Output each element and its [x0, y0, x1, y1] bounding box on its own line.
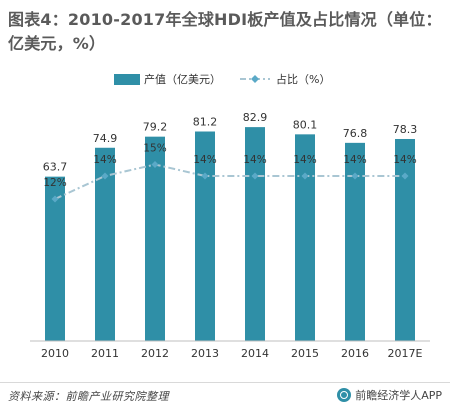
share-label: 14%: [193, 154, 216, 166]
chart-title: 图表4：2010-2017年全球HDI板产值及占比情况（单位：亿美元，%）: [8, 10, 442, 53]
share-point: [51, 195, 59, 203]
x-tick-label: 2014: [241, 347, 269, 360]
legend-bar-swatch: [114, 74, 140, 85]
x-tick-label: 2013: [191, 347, 219, 360]
footer-divider: [0, 382, 450, 383]
brand-logo-icon: [337, 388, 352, 402]
bar-value-label: 74.9: [93, 132, 118, 145]
share-label: 14%: [243, 154, 266, 166]
x-tick-label: 2012: [141, 347, 169, 360]
bar: [145, 136, 165, 341]
bar: [295, 134, 315, 341]
share-label: 14%: [293, 154, 316, 166]
brand: 前瞻经济学人APP: [337, 387, 442, 403]
bar: [95, 147, 115, 341]
x-tick-label: 2017E: [388, 347, 423, 360]
bar-value-label: 80.1: [293, 118, 318, 131]
bar-value-label: 76.8: [343, 127, 368, 140]
share-point: [251, 172, 259, 180]
x-tick-label: 2010: [41, 347, 69, 360]
share-label: 14%: [393, 154, 416, 166]
share-point: [301, 172, 309, 180]
share-point: [201, 172, 209, 180]
bar-value-label: 79.2: [143, 121, 168, 134]
legend-bar-label: 产值（亿美元）: [144, 72, 221, 86]
x-tick-label: 2016: [341, 347, 369, 360]
bar-value-label: 82.9: [243, 111, 268, 124]
x-tick-label: 2015: [291, 347, 319, 360]
bar: [395, 138, 415, 341]
brand-label: 前瞻经济学人APP: [355, 389, 442, 402]
bar: [345, 142, 365, 341]
share-label: 14%: [93, 154, 116, 166]
share-point: [101, 172, 109, 180]
bar-value-label: 78.3: [393, 123, 418, 136]
bar-value-label: 81.2: [193, 116, 218, 129]
share-point: [351, 172, 359, 180]
legend: 产值（亿美元） 占比（%）: [114, 72, 330, 86]
share-label: 15%: [143, 143, 166, 155]
hdi-chart: 产值（亿美元） 占比（%） 63.7 74.9 79.2 81.2 82.9 80.1 76…: [30, 72, 430, 360]
legend-line-label: 占比（%）: [276, 72, 330, 86]
share-point: [151, 161, 159, 168]
x-tick-label: 2011: [91, 347, 119, 360]
bar: [195, 131, 215, 341]
share-point: [401, 172, 409, 180]
legend-line-marker: [251, 75, 259, 83]
bar: [245, 127, 265, 341]
share-label: 12%: [43, 177, 66, 189]
bar: [45, 176, 65, 341]
bar-value-label: 63.7: [43, 161, 68, 174]
share-line: [54, 163, 405, 200]
share-label: 14%: [343, 154, 366, 166]
source-note: 资料来源：前瞻产业研究院整理: [8, 390, 169, 403]
